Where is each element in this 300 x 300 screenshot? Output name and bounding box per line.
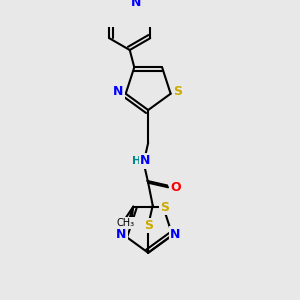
Text: N: N	[170, 228, 180, 241]
Text: CH₃: CH₃	[117, 218, 135, 228]
Text: S: S	[144, 219, 153, 232]
Text: H: H	[132, 156, 141, 166]
Text: S: S	[173, 85, 182, 98]
Text: N: N	[116, 228, 126, 241]
Text: N: N	[140, 154, 151, 167]
Text: O: O	[170, 181, 181, 194]
Text: S: S	[160, 201, 169, 214]
Text: N: N	[113, 85, 124, 98]
Text: N: N	[131, 0, 141, 9]
